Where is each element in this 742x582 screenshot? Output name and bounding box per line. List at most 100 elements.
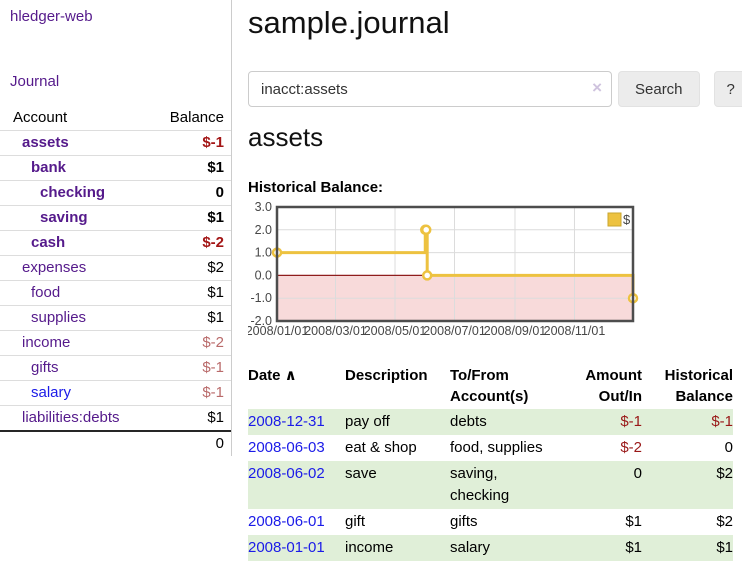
accounts-cell: saving, checking (450, 465, 510, 504)
account-row: assets $-1 (0, 130, 231, 156)
register-col-label: Date (248, 367, 281, 384)
help-button[interactable]: ? (713, 71, 742, 107)
historical-balance-chart[interactable]: 3.0 2.0 1.0 0.0 -1.0 -2.0 2008/01/01 2008/03/01… (246, 200, 742, 346)
y-tick-label: 0.0 (255, 268, 272, 282)
account-balance: $-1 (115, 380, 231, 406)
y-tick-label: -1.0 (250, 291, 272, 305)
data-point-marker (420, 224, 432, 236)
transaction-date-link[interactable]: 2008-12-31 (248, 413, 325, 430)
register-col-label: To/From Account(s) (450, 367, 529, 405)
account-balance: $1 (115, 305, 231, 331)
accounts-header-row: Account Balance (0, 106, 231, 131)
sidebar-account-link[interactable]: salary (31, 384, 72, 401)
account-name-cell: supplies (0, 305, 116, 331)
sidebar-account-link[interactable]: checking (40, 184, 106, 201)
balance-cell: $2 (716, 513, 733, 530)
transaction-date-link[interactable]: 2008-01-01 (248, 539, 325, 556)
sidebar-account-link[interactable]: supplies (31, 309, 87, 326)
search-input-wrap: × (248, 71, 612, 107)
register-row: 2008-06-01 gift gifts $1 $2 (248, 509, 733, 535)
accounts-table: Account Balance assets $-1 bank $1 checking 0… (0, 106, 231, 456)
account-row: food $1 (0, 280, 231, 306)
register-col-label: Amount Out/In (585, 367, 642, 405)
register-col-historical-balance: Historical Balance (642, 363, 733, 409)
account-balance: $-1 (115, 355, 231, 381)
account-balance: $1 (115, 205, 231, 231)
y-tick-label: 3.0 (255, 202, 272, 214)
balance-cell: $2 (716, 465, 733, 482)
x-tick-label: 2008/09/01 (484, 324, 547, 338)
sidebar-account-link[interactable]: bank (31, 159, 67, 176)
transaction-date-link[interactable]: 2008-06-02 (248, 465, 325, 482)
sidebar-account-link[interactable]: assets (22, 134, 69, 151)
sidebar-account-link[interactable]: expenses (22, 259, 87, 276)
accounts-total-row: 0 (0, 430, 231, 456)
account-row: saving $1 (0, 205, 231, 231)
description-cell: gift (345, 513, 366, 530)
account-row: supplies $1 (0, 305, 231, 331)
date-cell: 2008-06-01 (248, 509, 345, 535)
legend-label: $ (623, 212, 631, 227)
sidebar-item-journal[interactable]: Journal (10, 73, 60, 90)
x-tick-label: 2008/11/01 (544, 324, 606, 338)
accounts-cell: debts (450, 413, 487, 430)
sidebar: hledger-web Journal Account Balance asse… (0, 0, 232, 456)
amount-cell: $1 (625, 539, 642, 556)
account-row: salary $-1 (0, 380, 231, 406)
register-col-label: Historical Balance (664, 367, 733, 405)
main-content: sample.journal × Search ? assets Histori… (246, 0, 742, 561)
balance-cell: 0 (724, 439, 733, 456)
account-balance: $-2 (115, 230, 231, 256)
accounts-total-value: 0 (115, 430, 231, 456)
y-tick-label: 1.0 (255, 246, 272, 260)
y-tick-label: 2.0 (255, 223, 272, 237)
account-balance: $2 (115, 255, 231, 281)
transaction-date-link[interactable]: 2008-06-01 (248, 513, 325, 530)
accounts-cell: salary (450, 539, 491, 556)
register-col-date[interactable]: Date ∧ (248, 363, 345, 409)
clear-search-icon[interactable]: × (592, 78, 602, 97)
accounts-header-balance: Balance (169, 109, 224, 126)
account-name-cell: food (0, 280, 116, 306)
account-name-cell: expenses (0, 255, 116, 281)
sort-ascending-icon: ∧ (280, 367, 297, 384)
sidebar-account-link[interactable]: saving (40, 209, 88, 226)
register-col-to-from-account-s-: To/From Account(s) (450, 363, 568, 409)
sidebar-account-link[interactable]: cash (31, 234, 66, 251)
sidebar-account-link[interactable]: food (31, 284, 61, 301)
register-col-amount-out-in: Amount Out/In (568, 363, 642, 409)
account-name-cell: saving (0, 205, 116, 231)
transaction-date-link[interactable]: 2008-06-03 (248, 439, 325, 456)
account-name-cell: checking (0, 180, 116, 206)
x-tick-label: 2008/07/01 (423, 324, 486, 338)
register-row: 2008-06-03 eat & shop food, supplies $-2 0 (248, 435, 733, 461)
date-cell: 2008-01-01 (248, 535, 345, 561)
brand-link[interactable]: hledger-web (10, 8, 93, 25)
amount-cell: $-1 (620, 413, 642, 430)
account-name-cell: salary (0, 380, 116, 406)
accounts-header-account: Account (13, 109, 68, 126)
account-balance: $-1 (115, 130, 231, 156)
sidebar-account-link[interactable]: liabilities:debts (22, 409, 120, 426)
y-tick-label: -2.0 (250, 314, 272, 328)
date-cell: 2008-06-02 (248, 461, 345, 509)
date-cell: 2008-06-03 (248, 435, 345, 461)
account-name-cell: gifts (0, 355, 116, 381)
balance-cell: $1 (716, 539, 733, 556)
account-name-cell: liabilities:debts (0, 405, 120, 431)
sidebar-account-link[interactable]: income (22, 334, 71, 351)
search-form: × Search ? (248, 71, 742, 107)
x-tick-label: 2008/03/01 (304, 324, 367, 338)
account-heading: assets (248, 122, 324, 152)
register-col-label: Description (345, 367, 428, 384)
search-button[interactable]: Search (618, 71, 700, 107)
search-input[interactable] (248, 71, 612, 107)
register-col-description: Description (345, 363, 450, 409)
accounts-total-spacer (0, 430, 116, 456)
account-name-cell: income (0, 330, 116, 356)
chart-title: Historical Balance: (248, 179, 384, 196)
sidebar-account-link[interactable]: gifts (31, 359, 59, 376)
data-point-marker (421, 270, 433, 281)
account-row: liabilities:debts $1 (0, 405, 231, 431)
account-row: cash $-2 (0, 230, 231, 256)
